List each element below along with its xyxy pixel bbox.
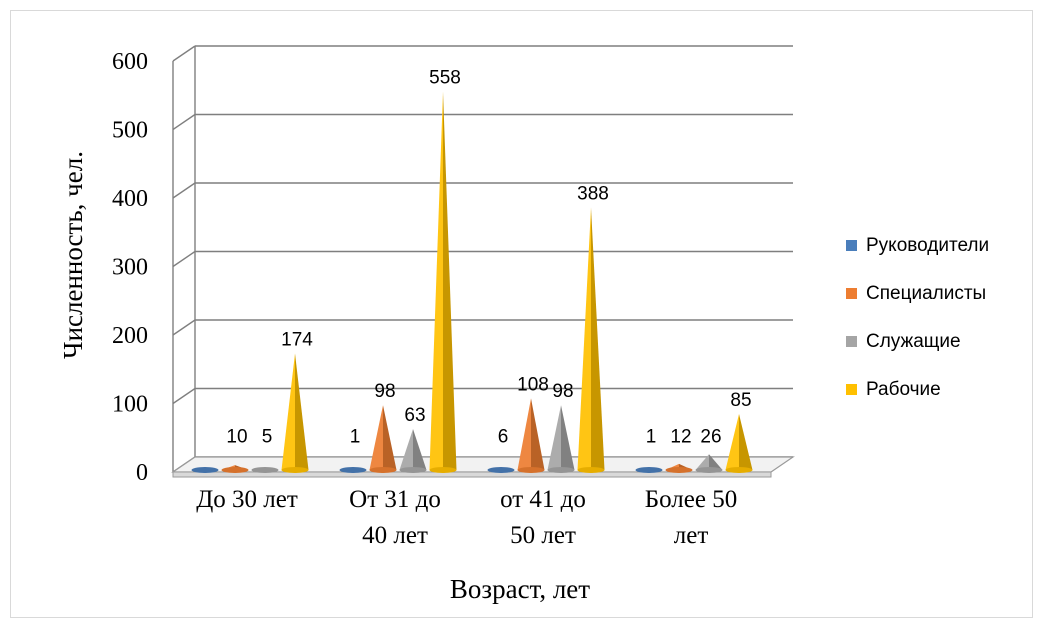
data-label: 10 xyxy=(226,426,247,447)
cone-base xyxy=(547,467,575,473)
legend: Руководители Специалисты Служащие Рабочие xyxy=(846,235,989,400)
cone-base xyxy=(429,467,457,473)
data-label: 98 xyxy=(552,381,573,402)
y-tick-label: 100 xyxy=(112,392,148,418)
cone-base xyxy=(221,467,249,473)
legend-label: Руководители xyxy=(866,235,989,256)
data-label: 174 xyxy=(281,329,313,350)
y-tick-label: 400 xyxy=(112,186,148,212)
category-label: От 31 до 40 лет xyxy=(349,486,441,549)
cone-base xyxy=(517,467,545,473)
cone-base xyxy=(695,467,723,473)
legend-swatch xyxy=(846,384,857,395)
cone-left-face xyxy=(577,207,591,473)
legend-label: Специалисты xyxy=(866,283,986,304)
x-axis-title: Возраст, лет xyxy=(450,574,590,604)
cone-right-face xyxy=(295,353,309,473)
data-label: 1 xyxy=(646,426,657,447)
data-label: 98 xyxy=(374,381,395,402)
gridline-side xyxy=(172,45,196,62)
cone-left-face xyxy=(547,405,561,473)
gridlines xyxy=(172,45,793,473)
gridline-side xyxy=(172,387,196,405)
cone-base xyxy=(399,467,427,473)
y-tick-label: 500 xyxy=(112,118,148,144)
cone-base xyxy=(577,467,605,473)
cone-right-face xyxy=(413,429,427,473)
cone-left-face xyxy=(517,398,531,473)
cone-left-face xyxy=(725,414,739,473)
cone-base xyxy=(725,467,753,473)
legend-swatch xyxy=(846,288,857,299)
chart-frame xyxy=(10,10,1033,618)
cone-right-face xyxy=(383,405,397,473)
y-tick-label: 300 xyxy=(112,255,148,281)
cone-right-face xyxy=(739,414,753,473)
category-label: от 41 до 50 лет xyxy=(500,486,586,549)
y-tick-label: 200 xyxy=(112,323,148,349)
cone-base xyxy=(281,467,309,473)
cone-left-face xyxy=(399,429,413,473)
data-label: 63 xyxy=(404,405,425,426)
cone-base xyxy=(251,467,279,473)
y-tick-labels: 0 100 200 300 400 500 600 xyxy=(112,49,148,486)
cone-right-face xyxy=(531,398,545,473)
data-label: 85 xyxy=(730,390,751,411)
cone-base xyxy=(487,467,515,473)
cone-base xyxy=(665,467,693,473)
chart-floor xyxy=(171,456,795,478)
cone-base xyxy=(339,467,367,473)
cone-base xyxy=(191,467,219,473)
y-tick-label: 0 xyxy=(136,460,148,486)
cone-right-face xyxy=(591,207,605,473)
gridline-side xyxy=(172,319,196,336)
gridline-side xyxy=(172,113,196,131)
data-label: 5 xyxy=(262,426,273,447)
data-label: 12 xyxy=(670,426,691,447)
category-label: Более 50 лет xyxy=(645,486,737,549)
gridline-side xyxy=(172,182,196,199)
floor-edge xyxy=(172,471,772,478)
cone-base xyxy=(369,467,397,473)
data-label: 1 xyxy=(350,426,361,447)
cone-left-face xyxy=(369,405,383,473)
legend-label: Рабочие xyxy=(866,379,941,400)
y-tick-label: 600 xyxy=(112,49,148,75)
category-label: До 30 лет xyxy=(196,486,298,513)
cone-right-face xyxy=(443,91,457,473)
y-axis-title: Численность, чел. xyxy=(58,151,88,359)
data-label: 558 xyxy=(429,68,461,89)
data-label: 388 xyxy=(577,184,609,205)
legend-swatch xyxy=(846,336,857,347)
data-label: 26 xyxy=(700,426,721,447)
data-label: 108 xyxy=(517,374,549,395)
cone-right-face xyxy=(561,405,575,473)
cones xyxy=(191,91,753,473)
data-label: 6 xyxy=(498,426,509,447)
legend-label: Служащие xyxy=(866,331,961,352)
legend-swatch xyxy=(846,240,857,251)
cone-left-face xyxy=(281,353,295,473)
cone-left-face xyxy=(429,91,443,473)
cone-base xyxy=(635,467,663,473)
gridline-side xyxy=(172,250,196,268)
category-labels: До 30 лет От 31 до 40 лет от 41 до 50 лет Бол… xyxy=(196,486,737,549)
